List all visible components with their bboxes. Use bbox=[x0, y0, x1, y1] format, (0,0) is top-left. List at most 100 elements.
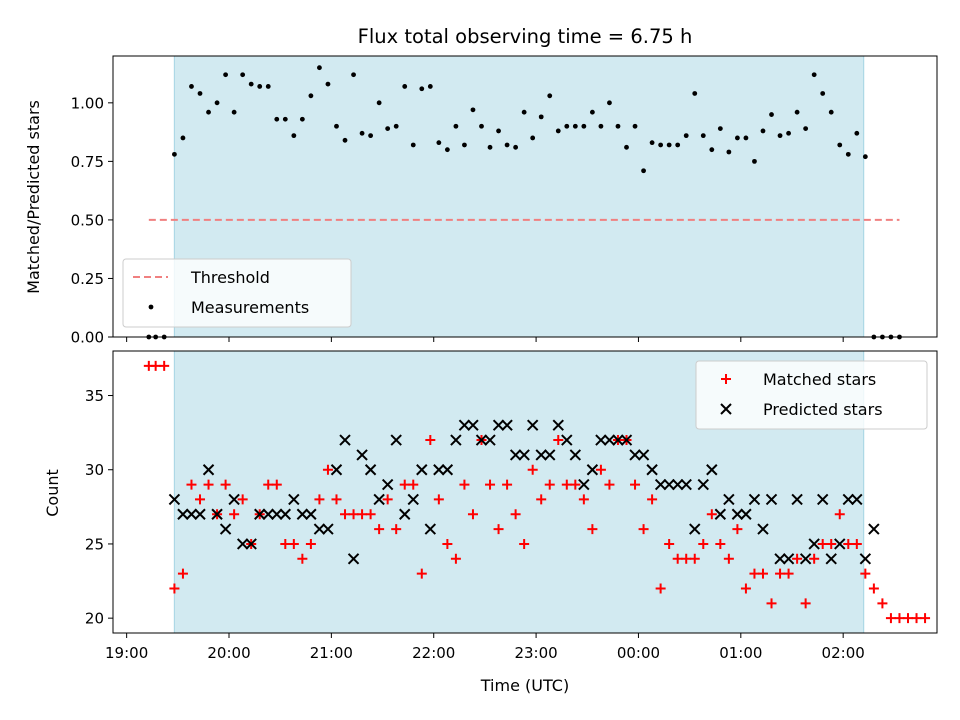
measurement-point bbox=[172, 151, 177, 157]
matched-star-marker bbox=[433, 494, 444, 505]
matched-star-marker bbox=[783, 568, 794, 579]
predicted-star-marker bbox=[373, 493, 385, 506]
measurement-point bbox=[334, 123, 339, 129]
y-tick-label: 0.00 bbox=[71, 329, 104, 347]
predicted-star-marker bbox=[339, 434, 351, 446]
predicted-star-marker bbox=[279, 508, 292, 520]
measurement-point bbox=[444, 147, 450, 153]
predicted-star-marker bbox=[501, 419, 513, 431]
matched-star-marker bbox=[740, 583, 751, 594]
predicted-star-marker bbox=[458, 419, 471, 431]
predicted-star-marker bbox=[322, 523, 334, 535]
predicted-star-marker bbox=[441, 464, 454, 476]
predicted-star-marker bbox=[765, 493, 778, 506]
measurement-point bbox=[572, 123, 578, 129]
matched-star-marker bbox=[237, 494, 248, 505]
predicted-star-marker bbox=[569, 449, 582, 461]
predicted-star-marker bbox=[595, 434, 607, 446]
predicted-star-marker bbox=[723, 493, 735, 506]
measurement-point bbox=[419, 86, 425, 92]
predicted-star-marker bbox=[254, 508, 266, 520]
measurement-point bbox=[743, 135, 749, 141]
matched-star-marker bbox=[578, 494, 589, 505]
measurement-point bbox=[641, 168, 646, 174]
predicted-star-marker bbox=[271, 508, 283, 520]
predicted-star-marker bbox=[748, 493, 761, 506]
predicted-star-marker bbox=[484, 434, 496, 446]
y-tick-label: 35 bbox=[85, 387, 104, 405]
measurement-point bbox=[547, 93, 553, 99]
measurement-point bbox=[274, 116, 280, 122]
matched-star-marker bbox=[459, 479, 470, 490]
measurement-point bbox=[564, 123, 570, 129]
measurement-point bbox=[189, 84, 194, 89]
predicted-star-marker bbox=[629, 449, 641, 461]
matched-star-marker bbox=[553, 435, 564, 446]
measurement-point bbox=[734, 135, 740, 141]
matched-star-marker bbox=[203, 479, 214, 490]
matched-star-marker bbox=[297, 553, 308, 564]
measurement-point bbox=[479, 123, 484, 129]
bottom-y-axis-label: Count bbox=[43, 469, 62, 517]
matched-star-marker bbox=[775, 568, 786, 579]
predicted-star-marker bbox=[492, 419, 505, 431]
predicted-star-marker bbox=[706, 464, 718, 476]
matched-star-marker bbox=[587, 524, 598, 535]
matched-star-marker bbox=[920, 613, 931, 624]
measurement-point bbox=[359, 130, 365, 136]
predicted-star-marker bbox=[202, 464, 215, 476]
measurement-point bbox=[206, 109, 211, 115]
predicted-star-marker bbox=[825, 553, 837, 565]
matched-star-marker bbox=[382, 494, 393, 505]
y-tick-label: 25 bbox=[85, 535, 104, 553]
predicted-star-marker bbox=[416, 464, 428, 476]
matched-star-marker bbox=[792, 553, 803, 564]
matched-star-marker bbox=[902, 613, 913, 624]
matched-star-marker bbox=[698, 538, 709, 549]
predicted-star-marker bbox=[219, 523, 232, 535]
predicted-star-marker bbox=[262, 508, 274, 520]
measurement-point bbox=[299, 116, 305, 122]
measurement-point bbox=[342, 137, 348, 143]
matched-star-marker bbox=[561, 479, 572, 490]
measurement-point bbox=[521, 109, 527, 115]
x-tick-label: 22:00 bbox=[412, 644, 455, 662]
predicted-star-marker bbox=[450, 434, 462, 446]
measurement-point bbox=[317, 65, 322, 71]
measurement-point bbox=[248, 81, 254, 87]
predicted-star-marker bbox=[791, 493, 803, 506]
predicted-star-marker bbox=[236, 538, 249, 550]
measurement-point bbox=[675, 142, 681, 148]
predicted-star-marker bbox=[330, 464, 343, 476]
x-tick-label: 01:00 bbox=[719, 644, 762, 662]
matched-star-marker bbox=[305, 538, 316, 549]
predicted-star-marker bbox=[347, 553, 360, 565]
measurement-point bbox=[351, 72, 356, 78]
predicted-star-marker bbox=[433, 464, 445, 476]
measurement-point bbox=[794, 109, 800, 115]
measurement-point bbox=[197, 91, 203, 96]
matched-star-marker bbox=[570, 479, 581, 490]
matched-star-marker bbox=[809, 553, 820, 564]
measurement-point bbox=[291, 133, 297, 139]
measurement-point bbox=[607, 100, 612, 106]
legend-measurement-label: Measurements bbox=[191, 298, 309, 317]
predicted-star-marker bbox=[475, 434, 488, 446]
measurement-point bbox=[589, 109, 595, 115]
measurement-point bbox=[530, 135, 536, 141]
matched-star-marker bbox=[604, 479, 615, 490]
matched-star-marker bbox=[348, 509, 359, 520]
matched-star-marker bbox=[766, 598, 777, 609]
matched-star-marker bbox=[672, 553, 683, 564]
legend-box bbox=[122, 258, 352, 328]
legend-box bbox=[695, 360, 928, 430]
predicted-star-marker bbox=[578, 478, 590, 491]
matched-star-marker bbox=[399, 479, 410, 490]
matched-star-marker bbox=[817, 538, 828, 549]
measurement-point bbox=[803, 126, 809, 131]
measurement-point bbox=[760, 128, 766, 134]
measurement-point bbox=[513, 144, 519, 150]
measurement-point bbox=[265, 84, 271, 89]
matched-star-marker bbox=[911, 613, 922, 624]
